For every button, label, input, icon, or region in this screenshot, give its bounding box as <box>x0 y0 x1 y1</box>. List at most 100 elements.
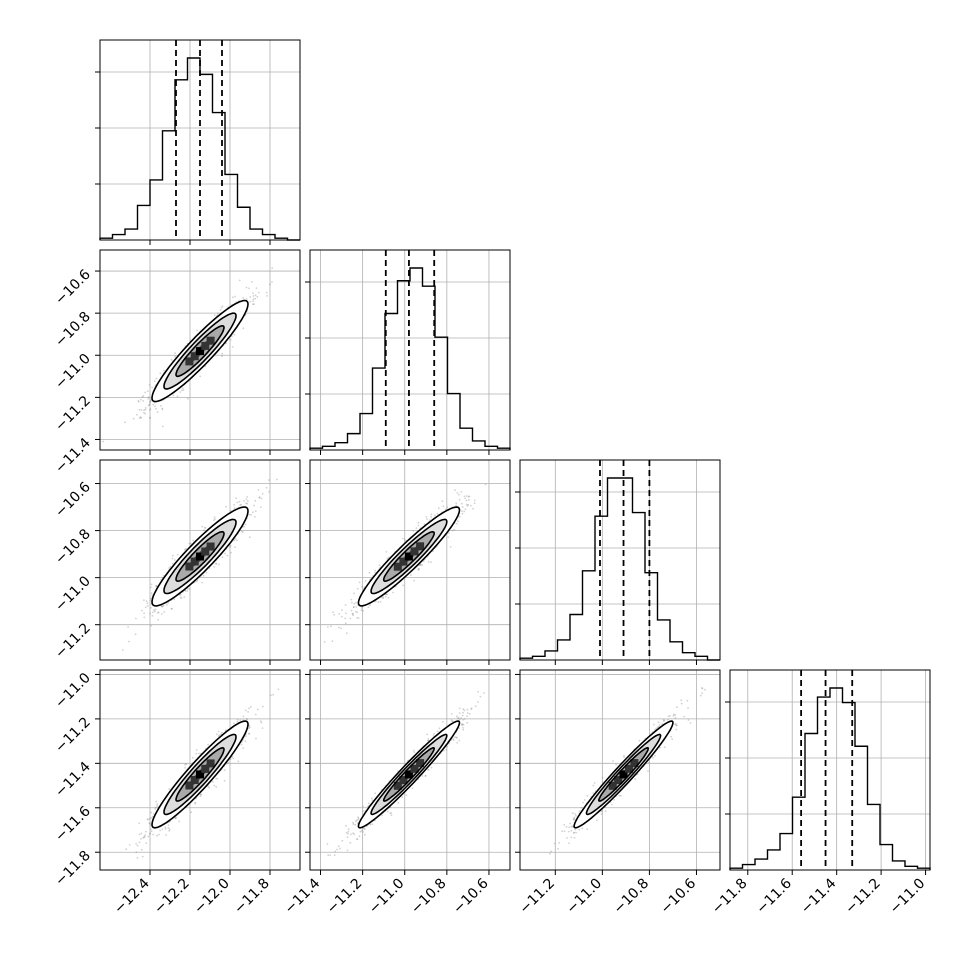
scatter-point <box>233 333 236 336</box>
scatter-point <box>145 830 147 833</box>
scatter-point <box>470 504 472 507</box>
scatter-point <box>216 777 219 780</box>
scatter-point <box>136 844 139 847</box>
scatter-point <box>213 565 216 568</box>
scatter-point <box>202 574 205 577</box>
scatter-point <box>252 511 254 514</box>
scatter-content <box>323 483 487 643</box>
scatter-point <box>248 707 250 710</box>
scatter-point <box>168 828 171 831</box>
scatter-panel-3-1 <box>309 669 511 871</box>
scatter-point <box>173 559 176 561</box>
scatter-point <box>250 513 253 516</box>
scatter-point <box>155 584 158 587</box>
scatter-point <box>344 617 347 620</box>
scatter-point <box>223 769 226 772</box>
scatter-point <box>143 409 146 412</box>
scatter-point <box>213 314 216 316</box>
scatter-point <box>217 730 220 733</box>
scatter-point <box>144 408 147 411</box>
scatter-point <box>142 836 145 839</box>
scatter-point <box>262 705 264 708</box>
scatter-point <box>148 822 151 825</box>
scatter-point <box>124 421 126 424</box>
scatter-point <box>190 542 192 545</box>
density-core <box>185 562 194 571</box>
scatter-point <box>149 401 152 404</box>
scatter-point <box>219 309 222 311</box>
scatter-point <box>418 564 421 566</box>
scatter-point <box>217 312 219 315</box>
scatter-point <box>218 563 220 566</box>
scatter-point <box>462 711 464 714</box>
scatter-point <box>195 749 198 751</box>
scatter-point <box>463 495 466 498</box>
scatter-point <box>249 300 252 303</box>
scatter-point <box>248 536 251 539</box>
scatter-point <box>169 565 172 568</box>
density-core <box>185 357 194 366</box>
contour-line <box>163 733 237 816</box>
scatter-point <box>185 763 188 766</box>
scatter-point <box>179 596 182 599</box>
histogram-series-2 <box>519 477 720 661</box>
scatter-point <box>417 569 420 571</box>
scatter-point <box>356 587 359 590</box>
scatter-point <box>171 607 173 610</box>
scatter-point <box>252 295 255 297</box>
contour-line <box>163 312 237 390</box>
scatter-point <box>437 507 440 510</box>
scatter-point <box>360 607 363 609</box>
scatter-point <box>269 283 271 286</box>
scatter-point <box>136 413 138 416</box>
scatter-point <box>428 519 431 521</box>
scatter-point <box>201 581 204 584</box>
scatter-point <box>149 409 151 411</box>
scatter-point <box>385 551 388 553</box>
scatter-point <box>226 554 229 557</box>
scatter-point <box>461 512 464 515</box>
scatter-point <box>379 601 382 603</box>
scatter-point <box>458 712 461 714</box>
scatter-point <box>418 568 420 570</box>
scatter-point <box>381 814 383 817</box>
scatter-point <box>204 527 207 529</box>
scatter-point <box>252 303 254 306</box>
contour-line <box>357 506 461 607</box>
scatter-point <box>358 581 361 584</box>
scatter-point <box>458 493 460 496</box>
scatter-point <box>156 805 158 807</box>
scatter-point <box>259 496 261 498</box>
scatter-point <box>233 722 235 725</box>
density-core <box>206 336 215 345</box>
scatter-point <box>374 571 376 574</box>
scatter-point <box>446 506 449 509</box>
scatter-point <box>155 800 158 803</box>
scatter-point <box>139 416 142 418</box>
density-core <box>196 552 204 561</box>
scatter-point <box>156 803 159 806</box>
scatter-point <box>184 766 187 769</box>
scatter-point <box>419 563 422 566</box>
scatter-point <box>467 495 470 498</box>
scatter-point <box>164 826 167 829</box>
scatter-point <box>234 546 236 548</box>
scatter-point <box>356 617 358 619</box>
histogram-panel-3 <box>725 669 931 871</box>
scatter-point <box>360 829 363 832</box>
scatter-point <box>449 546 452 548</box>
scatter-point <box>345 632 348 635</box>
scatter-point <box>268 479 270 481</box>
scatter-point <box>143 835 146 838</box>
scatter-content <box>121 478 278 651</box>
scatter-point <box>221 355 223 358</box>
scatter-point <box>148 384 151 386</box>
scatter-point <box>137 400 140 402</box>
scatter-point <box>167 826 170 829</box>
scatter-point <box>148 403 151 405</box>
scatter-point <box>362 610 364 612</box>
scatter-point <box>272 693 274 696</box>
scatter-point <box>142 395 145 397</box>
scatter-point <box>234 295 236 298</box>
scatter-point <box>463 709 466 712</box>
